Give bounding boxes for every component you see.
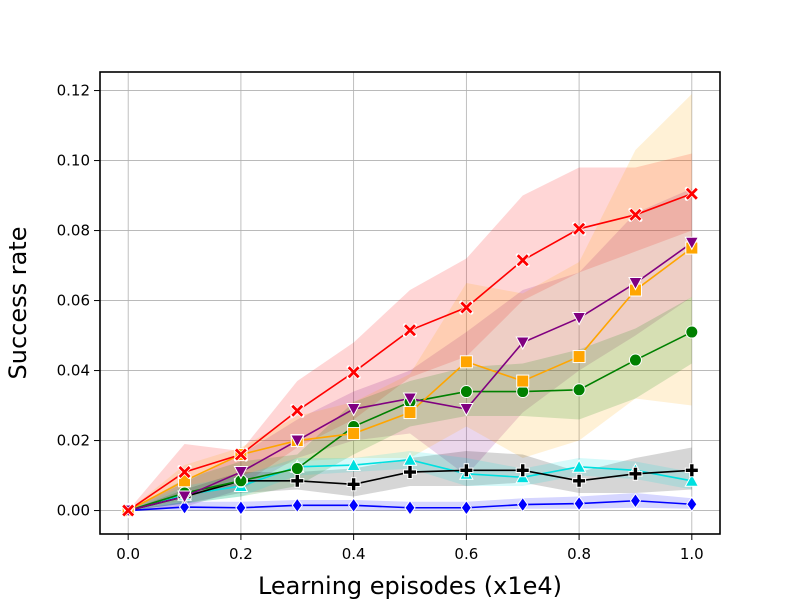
data-point: [348, 497, 360, 514]
data-point: [516, 374, 530, 388]
grid-lines: [100, 72, 720, 534]
data-point: [573, 495, 585, 512]
axis-ticks: 0.0 0.2 0.4 0.6 0.8 1.0 0.00 0.02 0.04 0.06 0.08 0.…: [57, 82, 704, 563]
plot-frame: [99, 71, 721, 535]
data-point: [459, 403, 474, 417]
data-point: [402, 392, 418, 407]
data-point: [233, 447, 249, 462]
x-tick-label: 0.4: [342, 545, 366, 563]
band-series-1: [128, 188, 692, 511]
data-point: [235, 499, 247, 516]
data-point: [686, 496, 698, 513]
data-point: [459, 300, 474, 315]
y-tick-label: 0.00: [57, 502, 90, 520]
y-tick-label: 0.12: [57, 82, 90, 100]
data-point: [346, 477, 361, 492]
x-tick-label: 1.0: [680, 545, 704, 563]
data-point: [684, 236, 700, 251]
data-point: [515, 463, 530, 478]
data-point: [402, 323, 418, 338]
band-series-2: [128, 94, 692, 511]
data-point: [121, 503, 136, 518]
x-tick-label: 0.6: [454, 545, 478, 563]
series-markers: [120, 186, 700, 519]
data-point: [346, 457, 361, 472]
y-axis-label: Success rate: [4, 227, 32, 380]
data-point: [290, 473, 305, 488]
data-point: [291, 497, 303, 514]
data-point: [346, 365, 361, 380]
data-point: [177, 490, 192, 505]
data-point: [571, 312, 587, 326]
y-tick-label: 0.06: [57, 292, 90, 310]
data-point: [404, 499, 416, 516]
data-point: [290, 403, 305, 418]
data-point: [684, 186, 699, 201]
data-point: [403, 406, 417, 420]
x-tick-label: 0.2: [229, 545, 253, 563]
data-point: [290, 462, 304, 476]
data-point: [684, 473, 700, 487]
data-point: [515, 336, 531, 351]
data-point: [460, 499, 472, 516]
y-tick-label: 0.10: [57, 152, 90, 170]
band-series-5: [128, 451, 692, 511]
data-point: [459, 355, 473, 369]
data-point: [628, 466, 643, 481]
data-point: [572, 473, 587, 488]
data-point: [572, 383, 586, 397]
data-point: [628, 207, 643, 222]
y-tick-label: 0.02: [57, 432, 90, 450]
confidence-bands: [128, 94, 692, 511]
data-point: [571, 459, 587, 473]
data-point: [628, 277, 643, 291]
data-point: [459, 463, 474, 478]
data-point: [177, 464, 192, 480]
data-point: [628, 353, 642, 367]
data-point: [459, 385, 473, 399]
data-point: [629, 492, 642, 509]
data-point: [346, 403, 361, 417]
data-point: [289, 434, 305, 449]
x-tick-label: 0.0: [116, 545, 140, 563]
data-point: [572, 350, 586, 364]
data-point: [684, 463, 699, 478]
data-point: [403, 465, 417, 480]
y-tick-label: 0.04: [57, 362, 90, 380]
data-point: [515, 253, 530, 268]
x-axis-label: Learning episodes (x1e4): [258, 572, 562, 600]
data-point: [347, 427, 361, 441]
data-point: [685, 325, 699, 339]
y-tick-label: 0.08: [57, 222, 90, 240]
x-tick-label: 0.8: [567, 545, 591, 563]
data-point: [571, 221, 587, 236]
data-point: [233, 466, 249, 480]
data-point: [517, 496, 529, 513]
